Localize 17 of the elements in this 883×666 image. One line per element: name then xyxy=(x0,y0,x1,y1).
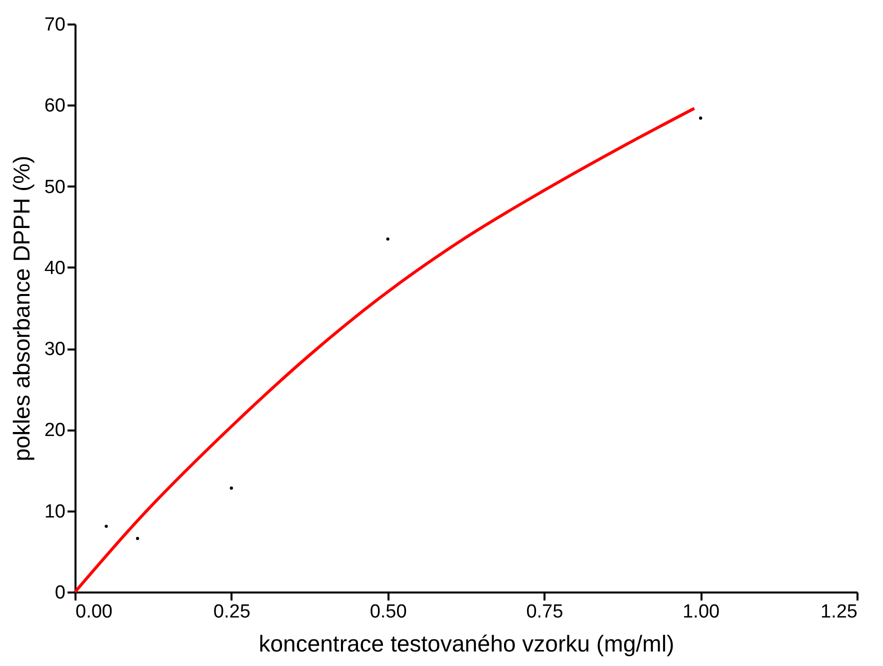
y-tick-label: 30 xyxy=(44,339,66,360)
x-axis-title: koncentrace testovaného vzorku (mg/ml) xyxy=(258,630,674,656)
y-tick-label: 70 xyxy=(44,14,66,36)
x-tick-label: 0.50 xyxy=(370,602,407,622)
x-tick-label: 0.00 xyxy=(76,602,112,622)
x-tick-label: 0.25 xyxy=(213,602,250,622)
y-tick-label: 20 xyxy=(44,420,66,442)
x-tick-label: 0.75 xyxy=(526,602,564,622)
line-series xyxy=(74,106,696,594)
y-tick-label: 50 xyxy=(44,176,66,198)
x-tick-label: 1.00 xyxy=(682,602,720,622)
y-tick-label: 10 xyxy=(44,501,66,522)
y-tick-label: 0 xyxy=(54,582,66,604)
y-tick-label: 60 xyxy=(44,96,66,117)
x-tick-label: 1.25 xyxy=(820,602,858,622)
y-tick-label: 40 xyxy=(44,258,66,279)
y-axis-title: pokles absorbance DPPH (%) xyxy=(8,156,34,462)
